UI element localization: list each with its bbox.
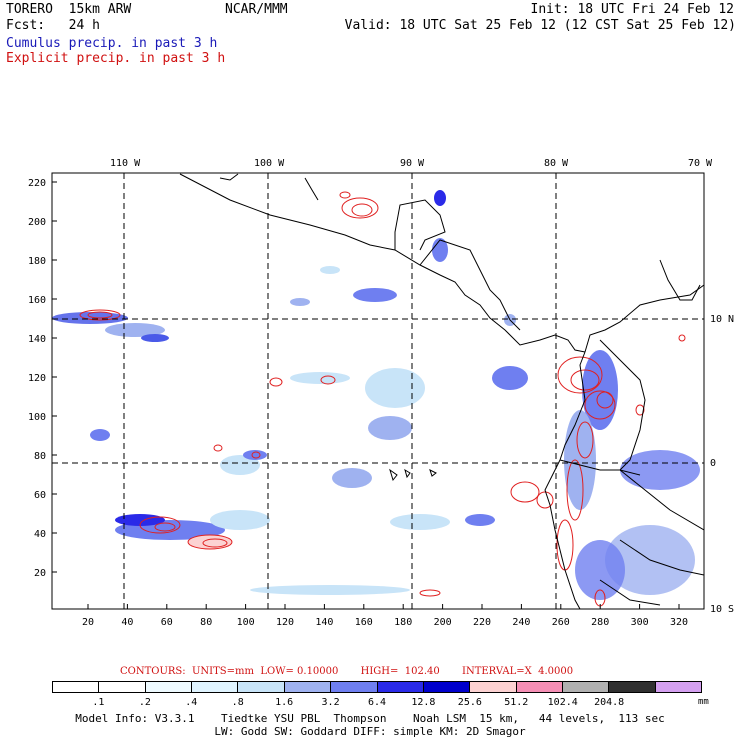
graticule [52, 173, 704, 609]
scale-swatch [655, 682, 702, 692]
scale-label: 102.4 [547, 697, 578, 708]
bottom-x-label: 280 [591, 617, 609, 628]
scale-label: 3.2 [321, 697, 340, 708]
left-y-label: 80 [34, 451, 46, 462]
top-lon-label: 100 W [254, 158, 285, 169]
left-y-label: 60 [34, 490, 46, 501]
bottom-x-label: 40 [121, 617, 133, 628]
model-title: TORERO 15km ARW [6, 2, 132, 17]
scale-label: .4 [185, 697, 198, 708]
scale-swatch [192, 682, 239, 692]
forecast-hour: Fcst: 24 h [6, 18, 100, 33]
left-y-label: 200 [28, 217, 46, 228]
scale-swatch [238, 682, 285, 692]
left-y-label: 20 [34, 568, 46, 579]
right-lat-label: 0 [710, 458, 716, 469]
scale-swatch [145, 682, 193, 692]
color-scale [52, 681, 702, 693]
right-lat-label: 10 S [710, 604, 734, 615]
valid-time: Valid: 18 UTC Sat 25 Feb 12 (12 CST Sat … [344, 18, 736, 33]
scale-label: 1.6 [275, 697, 294, 708]
bottom-x-label: 120 [276, 617, 294, 628]
bottom-x-label: 220 [473, 617, 491, 628]
bottom-x-label: 80 [200, 617, 212, 628]
left-y-labels: 220 200 180 160 140 120 100 80 60 40 20 [28, 178, 46, 579]
left-y-label: 160 [28, 295, 46, 306]
scale-swatch [516, 682, 563, 692]
legend-cumulus: Cumulus precip. in past 3 h [6, 36, 218, 51]
left-y-label: 100 [28, 412, 46, 423]
scale-swatch [470, 682, 517, 692]
bottom-x-label: 260 [552, 617, 570, 628]
scale-swatch [331, 682, 378, 692]
footer-physics-info: LW: Godd SW: Goddard DIFF: simple KM: 2D… [214, 725, 526, 738]
center-name: NCAR/MMM [225, 2, 288, 17]
bottom-x-label: 300 [631, 617, 649, 628]
scale-label: .2 [138, 697, 151, 708]
tick-marks [52, 181, 680, 609]
footer-model-info: Model Info: V3.3.1 Tiedtke YSU PBL Thomp… [75, 712, 665, 725]
bottom-x-labels: 20 40 60 80 100 120 140 160 180 200 220 240 260 280 30… [82, 617, 688, 628]
left-y-label: 40 [34, 529, 46, 540]
bottom-x-label: 100 [237, 617, 255, 628]
bottom-x-label: 20 [82, 617, 94, 628]
right-lat-label: 10 N [710, 314, 734, 325]
top-lon-label: 70 W [688, 158, 713, 169]
left-y-label: 220 [28, 178, 46, 189]
bottom-x-label: 160 [355, 617, 373, 628]
contour-info: CONTOURS: UNITS=mm LOW= 0.10000 HIGH= 10… [120, 666, 574, 677]
bottom-x-label: 60 [161, 617, 173, 628]
bottom-x-label: 140 [315, 617, 333, 628]
scale-swatch [99, 682, 146, 692]
left-y-label: 180 [28, 256, 46, 267]
scale-swatch [284, 682, 332, 692]
top-lon-label: 110 W [110, 158, 141, 169]
scale-label: .8 [231, 697, 244, 708]
scale-swatch [377, 682, 424, 692]
scale-swatch [423, 682, 471, 692]
scale-label: 204.8 [594, 697, 625, 708]
left-y-label: 120 [28, 373, 46, 384]
init-time: Init: 18 UTC Fri 24 Feb 12 [530, 2, 735, 17]
scale-label: 12.8 [411, 697, 436, 708]
scale-label: .1 [92, 697, 105, 708]
bottom-x-label: 180 [394, 617, 412, 628]
scale-swatch [562, 682, 610, 692]
bottom-x-label: 200 [434, 617, 452, 628]
scale-label: 6.4 [367, 697, 387, 708]
top-lon-label: 80 W [544, 158, 569, 169]
left-y-label: 140 [28, 334, 46, 345]
top-lon-label: 90 W [400, 158, 425, 169]
cumulus-precip-shading [52, 190, 700, 600]
scale-label: 51.2 [504, 697, 529, 708]
axis-labels: 110 W 100 W 90 W 80 W 70 W 10 N 0 10 S [110, 158, 734, 615]
coastlines [179, 173, 704, 609]
scale-label: 25.6 [457, 697, 482, 708]
plot-frame [51, 172, 705, 610]
bottom-x-label: 240 [512, 617, 530, 628]
scale-swatch [53, 682, 100, 692]
scale-unit: mm [698, 697, 709, 707]
scale-swatch [609, 682, 656, 692]
bottom-x-label: 320 [670, 617, 688, 628]
legend-explicit: Explicit precip. in past 3 h [6, 51, 226, 66]
